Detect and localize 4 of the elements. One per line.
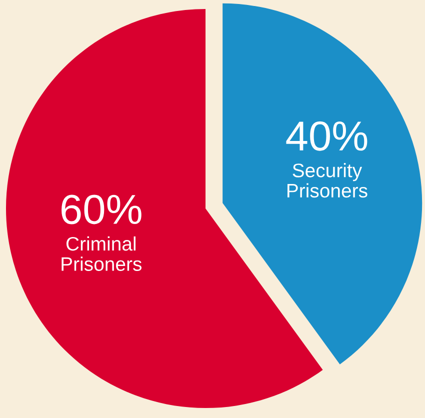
slice-label: Criminal Prisoners xyxy=(62,236,142,271)
data-label: 60% xyxy=(62,194,142,224)
slice-label: Security Prisoners xyxy=(287,163,368,198)
data-label: 40% xyxy=(286,121,368,151)
